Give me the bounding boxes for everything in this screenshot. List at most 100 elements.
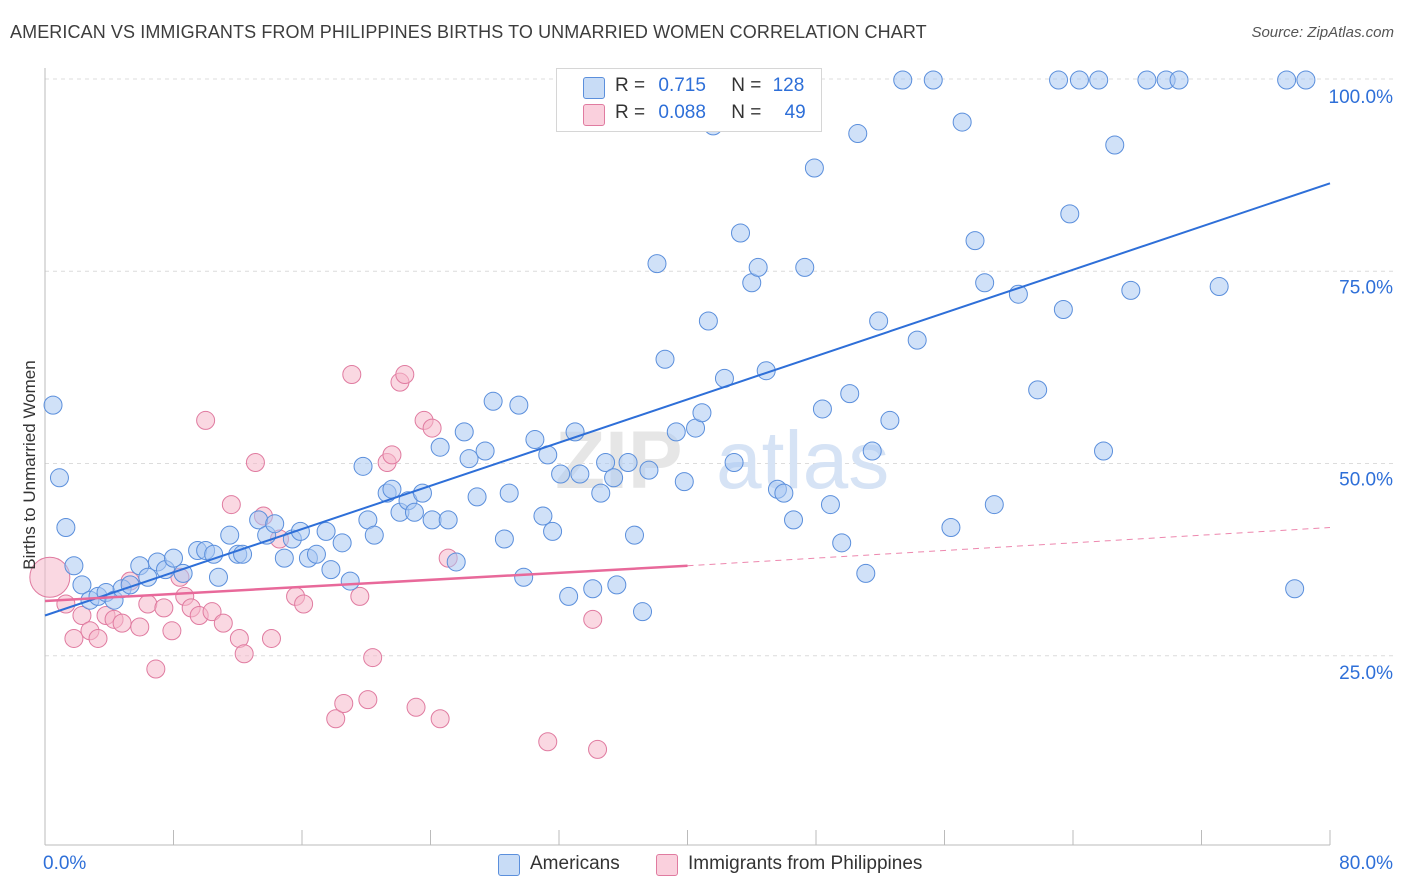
data-point [332,533,352,553]
gridlines [45,78,1395,657]
data-point [154,598,174,618]
data-point [1296,70,1316,90]
data-point [382,479,402,499]
data-point [804,158,824,178]
x-tick-label: 80.0% [1339,853,1393,874]
source-label: Source: ZipAtlas.com [1251,24,1394,41]
data-point [1028,380,1048,400]
data-point [290,521,310,541]
data-point [820,495,840,515]
data-point [570,464,590,484]
americans-legend-swatch [498,854,520,876]
data-point [294,594,314,614]
data-point [213,613,233,633]
americans-legend-label: Americans [530,853,620,874]
data-point [893,70,913,90]
data-point [543,521,563,541]
data-point [674,472,694,492]
data-point [880,410,900,430]
legend-r-label: R = [615,75,646,96]
americans-swatch [583,77,605,99]
data-point [1169,70,1189,90]
legend-r-philippines: 0.088 [658,102,706,123]
y-axis-label: Births to Unmarried Women [20,360,39,570]
data-point [196,410,216,430]
series-philippines [29,365,608,759]
data-point [862,441,882,461]
data-point [1277,70,1297,90]
data-point [724,453,744,472]
data-point [162,621,182,641]
data-point [406,697,426,717]
data-point [494,529,514,549]
philippines-legend-label: Immigrants from Philippines [688,853,923,874]
data-point [952,112,972,132]
data-point [1049,70,1069,90]
data-point [72,575,92,595]
data-point [639,460,659,480]
data-point [438,510,458,530]
x-tick-label: 0.0% [43,853,86,874]
trend-line-philippines-extension [687,527,1331,567]
data-point [265,514,285,534]
data-point [965,231,985,251]
data-point [475,441,495,461]
data-point [666,422,686,442]
data-point [692,403,712,423]
legend-n-label: N = [731,102,762,123]
data-point [509,395,529,415]
data-point [533,506,553,526]
data-point [208,567,228,587]
data-point [984,495,1004,515]
data-point [1089,70,1109,90]
data-point [404,502,424,522]
data-point [499,483,519,503]
data-point [274,548,294,568]
data-point [342,365,362,385]
data-point [538,732,558,752]
data-point [975,273,995,293]
data-point [923,70,943,90]
data-point [1094,441,1114,461]
watermark-atlas: atlas [716,415,889,506]
data-point [234,644,254,664]
data-point [731,223,751,243]
data-point [64,628,84,648]
data-point [840,384,860,404]
axes [44,68,1331,846]
data-point [363,648,383,668]
data-point [869,311,889,331]
data-point [364,525,384,545]
data-point [604,468,624,488]
data-point [588,739,608,759]
data-point [412,483,432,503]
data-point [326,709,346,729]
data-point [164,548,183,568]
data-point [832,533,852,553]
data-point [1137,70,1157,90]
data-point [1053,300,1073,319]
data-point [204,544,224,564]
y-tick-label: 75.0% [1339,277,1393,298]
data-point [795,257,815,277]
data-point [583,609,603,629]
data-point [430,437,450,457]
data-point [454,422,474,442]
data-point [647,254,667,274]
data-point [29,556,71,598]
data-point [907,330,927,350]
data-point [607,575,627,595]
data-point [698,311,718,331]
data-point [583,579,603,599]
x-tick-labels: 0.0% 80.0% [43,853,1393,874]
data-point [467,487,487,507]
data-point [245,453,265,472]
trend-lines [44,182,1331,617]
philippines-legend-swatch [656,854,678,876]
trend-line-philippines [44,564,688,603]
y-tick-label: 25.0% [1339,663,1393,684]
data-point [138,594,158,614]
data-point [812,399,832,419]
legend-n-label: N = [731,75,762,96]
data-point [340,571,360,591]
